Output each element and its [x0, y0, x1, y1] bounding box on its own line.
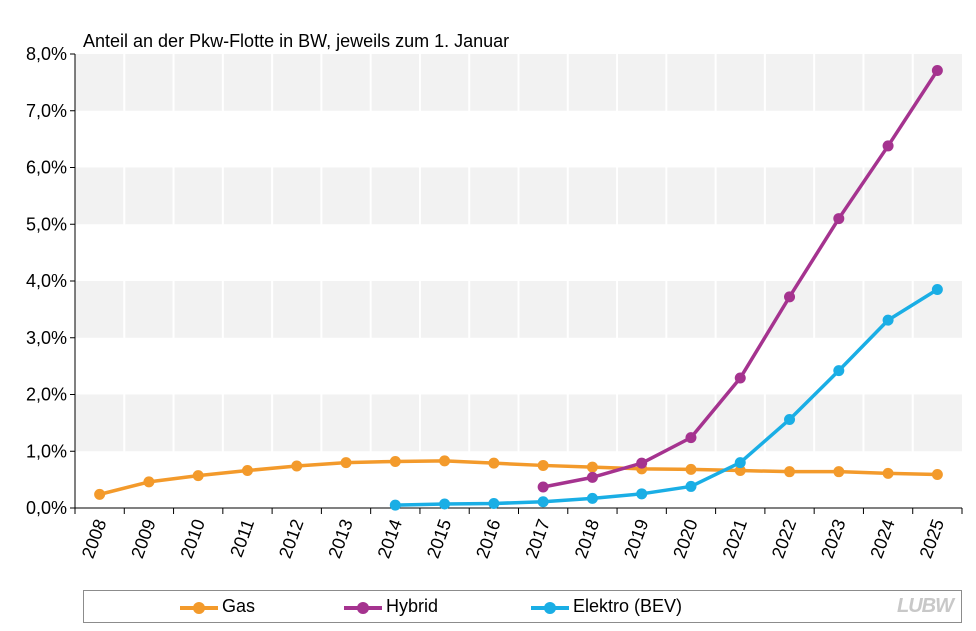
x-tick-label: 2008 [78, 517, 110, 561]
data-point [439, 498, 451, 510]
data-point [734, 372, 746, 384]
x-tick-label: 2015 [423, 517, 455, 561]
data-point [931, 469, 943, 481]
x-tick-label: 2018 [571, 517, 603, 561]
legend-swatch-gas [180, 597, 218, 617]
data-point [586, 492, 598, 504]
data-point [340, 457, 352, 469]
lubw-logo: LUBW [897, 595, 954, 617]
y-tick-label: 6,0% [26, 158, 67, 178]
data-point [192, 470, 204, 482]
y-tick-label: 3,0% [26, 328, 67, 348]
data-point [586, 471, 598, 483]
data-point [241, 465, 253, 477]
x-tick-label: 2016 [472, 517, 504, 561]
x-tick-label: 2013 [324, 517, 356, 561]
data-point [439, 455, 451, 467]
x-tick-label: 2017 [521, 517, 553, 561]
x-tick-label: 2020 [669, 517, 701, 561]
data-point [685, 432, 697, 444]
data-point [636, 488, 648, 500]
y-tick-label: 1,0% [26, 441, 67, 461]
data-point [291, 460, 303, 472]
x-tick-label: 2023 [817, 517, 849, 561]
y-tick-label: 7,0% [26, 101, 67, 121]
data-point [833, 365, 845, 377]
x-tick-label: 2024 [866, 517, 898, 561]
chart-title: Anteil an der Pkw-Flotte in BW, jeweils … [83, 31, 509, 51]
axes [70, 53, 963, 514]
legend-label-gas: Gas [222, 596, 256, 616]
data-point [784, 466, 796, 478]
x-tick-labels: 2008 2009 2010 2011 2012 2013 2014 2015 2016 2017… [78, 517, 948, 561]
data-point [389, 455, 401, 467]
legend: Gas Hybrid Elektro (BEV) LUBW [83, 590, 962, 623]
data-point [734, 465, 746, 477]
y-tick-label: 4,0% [26, 271, 67, 291]
x-tick-label: 2025 [916, 517, 948, 561]
data-point [389, 499, 401, 511]
series-line [99, 459, 938, 497]
data-point [488, 497, 500, 509]
data-point [685, 480, 697, 492]
series-gas [94, 455, 943, 500]
legend-item-gas: Gas [180, 591, 255, 622]
y-tick-label: 0,0% [26, 498, 67, 518]
data-point [488, 457, 500, 469]
data-point [537, 481, 549, 493]
x-tick-label: 2011 [226, 517, 258, 560]
x-tick-label: 2021 [719, 517, 751, 561]
grid-lines [123, 54, 914, 508]
y-tick-label: 8,0% [26, 44, 67, 64]
data-point [586, 461, 598, 473]
series-elektro-bev [389, 284, 943, 511]
legend-swatch-elektro [531, 597, 569, 617]
series-line [395, 288, 939, 507]
data-point [734, 457, 746, 469]
data-point [931, 64, 943, 76]
y-tick-label: 5,0% [26, 214, 67, 234]
y-tick-labels: 0,0% 1,0% 2,0% 3,0% 4,0% 5,0% 6,0% 7,0% 8,0% [26, 44, 67, 518]
x-tick-label: 2022 [768, 517, 800, 561]
data-point [833, 213, 845, 225]
data-point [931, 284, 943, 296]
data-point [537, 496, 549, 508]
data-point [685, 463, 697, 475]
line-chart: 0,0% 1,0% 2,0% 3,0% 4,0% 5,0% 6,0% 7,0% 8,0% 200… [26, 31, 963, 561]
y-tick-label: 2,0% [26, 385, 67, 405]
legend-item-elektro: Elektro (BEV) [531, 591, 682, 622]
data-point [882, 140, 894, 152]
data-point [833, 466, 845, 478]
data-point [537, 459, 549, 471]
series-lines [94, 64, 943, 511]
data-point [784, 413, 796, 425]
x-tick-label: 2012 [275, 517, 307, 561]
x-tick-label: 2019 [620, 517, 652, 561]
legend-label-hybrid: Hybrid [386, 596, 439, 616]
legend-swatch-hybrid [344, 597, 382, 617]
data-point [143, 476, 155, 488]
data-point [636, 457, 648, 469]
series-hybrid [537, 64, 943, 493]
data-point [94, 488, 106, 500]
legend-item-hybrid: Hybrid [344, 591, 438, 622]
x-tick-label: 2014 [374, 517, 406, 561]
x-tick-label: 2010 [176, 517, 208, 561]
data-point [784, 291, 796, 303]
x-tick-label: 2009 [127, 517, 159, 561]
data-point [882, 314, 894, 326]
legend-label-elektro: Elektro (BEV) [573, 596, 683, 616]
data-point [882, 467, 894, 479]
